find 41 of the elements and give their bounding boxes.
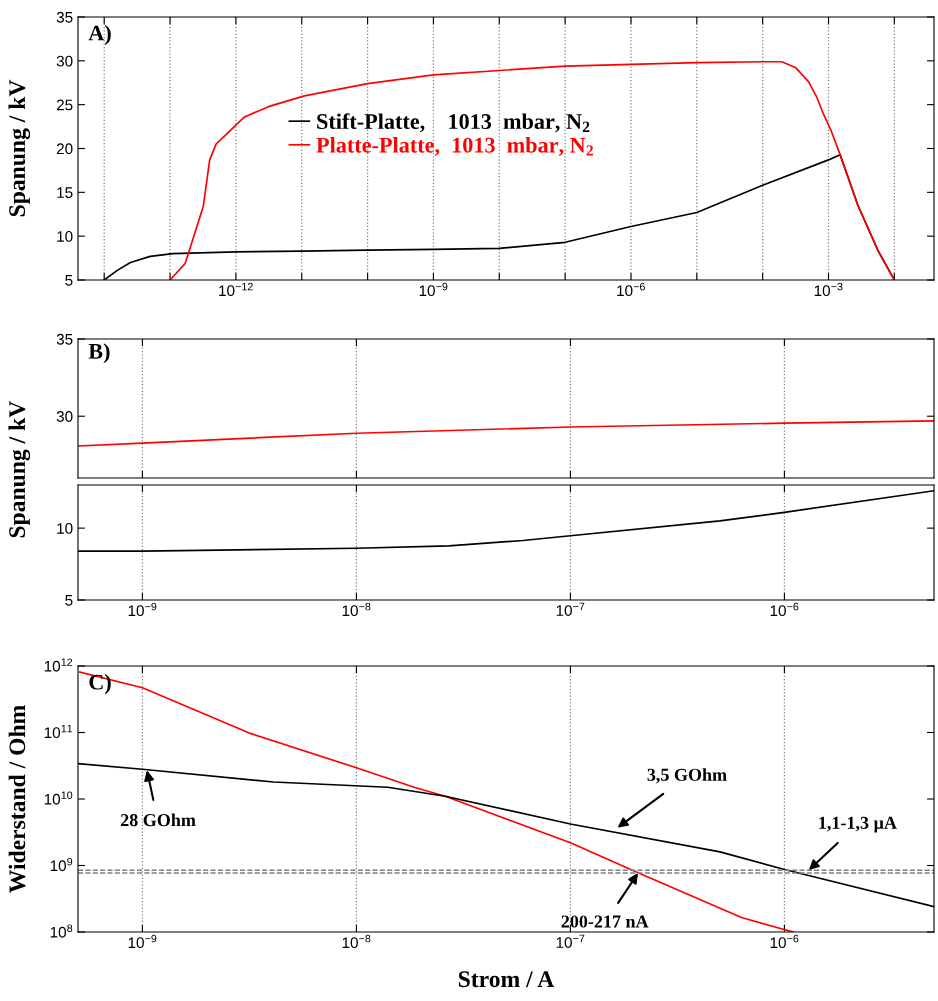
- y-tick-label: 5: [65, 275, 73, 286]
- annotation: 3,5 GOhm: [647, 768, 727, 784]
- y-axis-title: Widerstand / Ohm: [8, 705, 26, 893]
- x-tick-label: 10$^{−7}$: [556, 934, 585, 948]
- annotation: 1,1-1,3 µA: [819, 816, 897, 833]
- y-tick-label: 10$^{11}$: [44, 724, 73, 739]
- legend-label: Platte-Platte, 1013 mbar, N$_{2}$: [316, 137, 593, 156]
- y-tick-label: 10: [57, 231, 73, 242]
- y-tick-label: 35: [56, 11, 73, 23]
- y-tick-label: 10$^{9}$: [50, 857, 73, 872]
- y-axis-title: Spanung / kV: [8, 401, 31, 538]
- x-tick-label: 10$^{−6}$: [617, 282, 645, 297]
- x-tick-label: 10$^{−3}$: [814, 282, 843, 297]
- x-tick-label: 10$^{−6}$: [770, 934, 799, 949]
- x-tick-label: 10$^{−9}$: [419, 282, 448, 297]
- y-tick-label: 10: [57, 522, 73, 534]
- annotation: 28 GOhm: [120, 813, 196, 827]
- y-tick-label: 10$^{10}$: [44, 791, 73, 805]
- annotation: C): [89, 673, 111, 695]
- y-tick-label: 20: [56, 143, 73, 155]
- y-tick-label: 5: [65, 595, 73, 606]
- y-axis-title: Spanung / kV: [8, 79, 31, 217]
- y-tick-label: 25: [56, 99, 73, 111]
- x-tick-label: 10$^{−6}$: [770, 602, 799, 617]
- x-axis-title: Strom / A: [458, 971, 555, 988]
- x-tick-label: 10$^{−7}$: [556, 602, 585, 616]
- x-tick-label: 10$^{−9}$: [128, 934, 157, 949]
- x-tick-label: 10$^{−9}$: [128, 602, 157, 617]
- annotation: B): [88, 343, 110, 364]
- y-tick-label: 10$^{12}$: [44, 658, 73, 672]
- x-tick-label: 10$^{−8}$: [342, 934, 371, 949]
- y-tick-label: 30: [56, 55, 73, 67]
- y-tick-label: 30: [56, 411, 73, 422]
- x-tick-label: 10$^{−12}$: [219, 282, 253, 297]
- annotation: A): [88, 24, 111, 46]
- y-tick-label: 15: [57, 187, 73, 199]
- annotation: 200-217 nA: [561, 915, 649, 928]
- y-tick-label: 10$^{8}$: [50, 924, 73, 938]
- legend-label: Stift-Platte, 1013 mbar, N$_{2}$: [317, 113, 590, 133]
- y-tick-label: 35: [56, 333, 73, 345]
- x-tick-label: 10$^{−8}$: [342, 602, 371, 617]
